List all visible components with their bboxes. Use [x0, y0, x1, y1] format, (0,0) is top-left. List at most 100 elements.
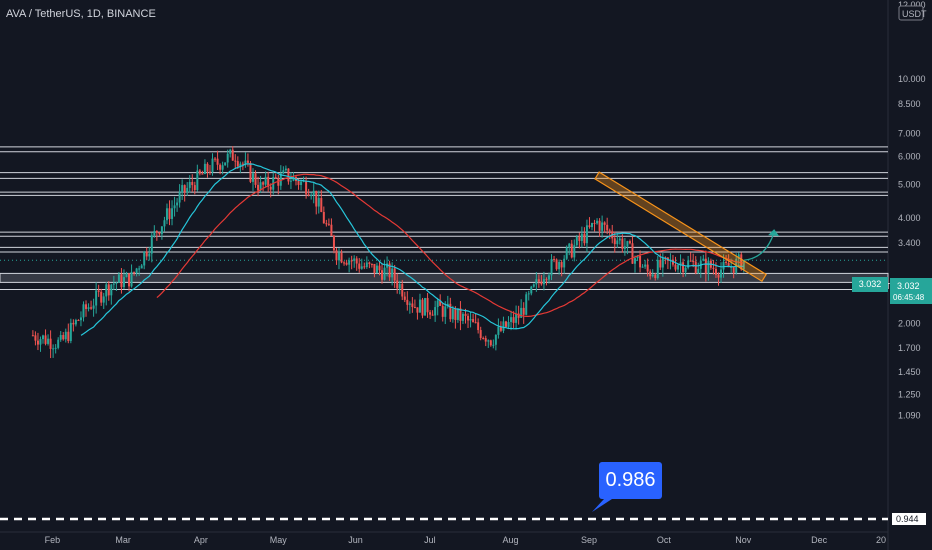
candle-body — [469, 319, 472, 321]
candle-body — [181, 185, 184, 193]
projection-arrowhead — [768, 229, 780, 237]
candle-body — [348, 260, 351, 265]
candle-body — [689, 260, 692, 262]
time-tick-label: Feb — [45, 535, 61, 545]
candle-body — [606, 224, 609, 231]
candle-body — [264, 176, 267, 185]
candle-body — [563, 258, 566, 268]
candle-body — [550, 259, 553, 276]
candle-body — [115, 282, 118, 284]
candle-body — [327, 223, 330, 225]
candle-body — [532, 284, 535, 287]
candle-body — [570, 243, 573, 258]
candle-body — [697, 268, 700, 273]
price-tick-label: 12.000 — [898, 0, 926, 10]
candle-body — [659, 259, 662, 268]
candle-body — [596, 220, 599, 224]
candle-body — [601, 222, 604, 231]
candle-body — [216, 158, 219, 165]
candle-body — [654, 274, 657, 279]
candle-body — [482, 337, 485, 339]
candle-body — [383, 267, 386, 280]
candle-body — [656, 259, 659, 279]
candle-body — [477, 322, 480, 331]
candle-body — [219, 164, 222, 170]
candle-body — [568, 243, 571, 248]
candle-body — [206, 163, 209, 172]
candle-body — [355, 258, 358, 264]
candle-body — [717, 274, 720, 278]
candle-body — [365, 262, 368, 268]
candle-body — [143, 251, 146, 266]
candle-body — [623, 246, 626, 249]
candle-body — [163, 220, 166, 227]
candle-body — [431, 314, 434, 316]
candle-body — [545, 279, 548, 281]
candle-body — [408, 303, 411, 305]
candle-body — [429, 312, 432, 315]
ma-fast-line — [80, 163, 744, 336]
candle-body — [100, 291, 103, 303]
candle-body — [343, 262, 346, 264]
candle-body — [246, 160, 249, 163]
candle-body — [451, 308, 454, 320]
candle-body — [461, 313, 464, 321]
candle-body — [370, 263, 373, 265]
candle-body — [135, 268, 138, 274]
candle-body — [360, 266, 363, 269]
candle-body — [234, 160, 237, 162]
candle-body — [396, 280, 399, 289]
candle-body — [416, 307, 419, 313]
candle-body — [704, 258, 707, 274]
candle-body — [484, 338, 487, 342]
candle-body — [300, 181, 303, 185]
candle-body — [297, 180, 300, 185]
candle-body — [456, 308, 459, 320]
candle-body — [105, 284, 108, 297]
price-axis-badge — [890, 278, 932, 304]
plot-area — [0, 0, 888, 532]
candle-body — [39, 339, 42, 345]
candle-body — [155, 230, 158, 233]
candle-body — [454, 308, 457, 320]
candle-body — [310, 195, 313, 197]
price-tick-label: 8.500 — [898, 99, 921, 109]
price-axis-value: 3.032 — [897, 281, 920, 291]
candle-body — [64, 331, 67, 340]
candle-body — [578, 236, 581, 241]
candle-body — [540, 281, 543, 285]
candle-body — [714, 268, 717, 275]
candle-body — [616, 240, 619, 245]
candle-body — [580, 233, 583, 241]
candle-body — [353, 258, 356, 261]
candle-body — [621, 238, 624, 249]
candle-body — [148, 253, 151, 257]
candle-body — [381, 270, 384, 280]
candle-body — [340, 252, 343, 263]
time-tick-label: Aug — [503, 535, 519, 545]
candle-body — [168, 208, 171, 219]
candle-body — [110, 284, 113, 296]
candle-body — [59, 335, 62, 340]
price-tick-label: 1.450 — [898, 367, 921, 377]
candle-body — [725, 261, 728, 263]
candle-body — [740, 254, 743, 270]
candle-body — [363, 266, 366, 268]
candle-body — [403, 296, 406, 300]
candle-body — [565, 247, 568, 259]
candle-body — [444, 306, 447, 317]
candle-body — [62, 335, 65, 340]
candle-body — [221, 165, 224, 170]
time-tick-label: May — [270, 535, 288, 545]
candle-body — [588, 225, 591, 228]
candle-body — [257, 184, 260, 191]
candle-body — [317, 198, 320, 207]
candle-body — [254, 173, 257, 185]
candle-body — [262, 182, 265, 185]
candle-body — [603, 222, 606, 225]
time-tick-label: Sep — [581, 535, 597, 545]
price-tick-label: 3.400 — [898, 238, 921, 248]
candle-body — [85, 304, 88, 309]
candle-body — [307, 194, 310, 196]
